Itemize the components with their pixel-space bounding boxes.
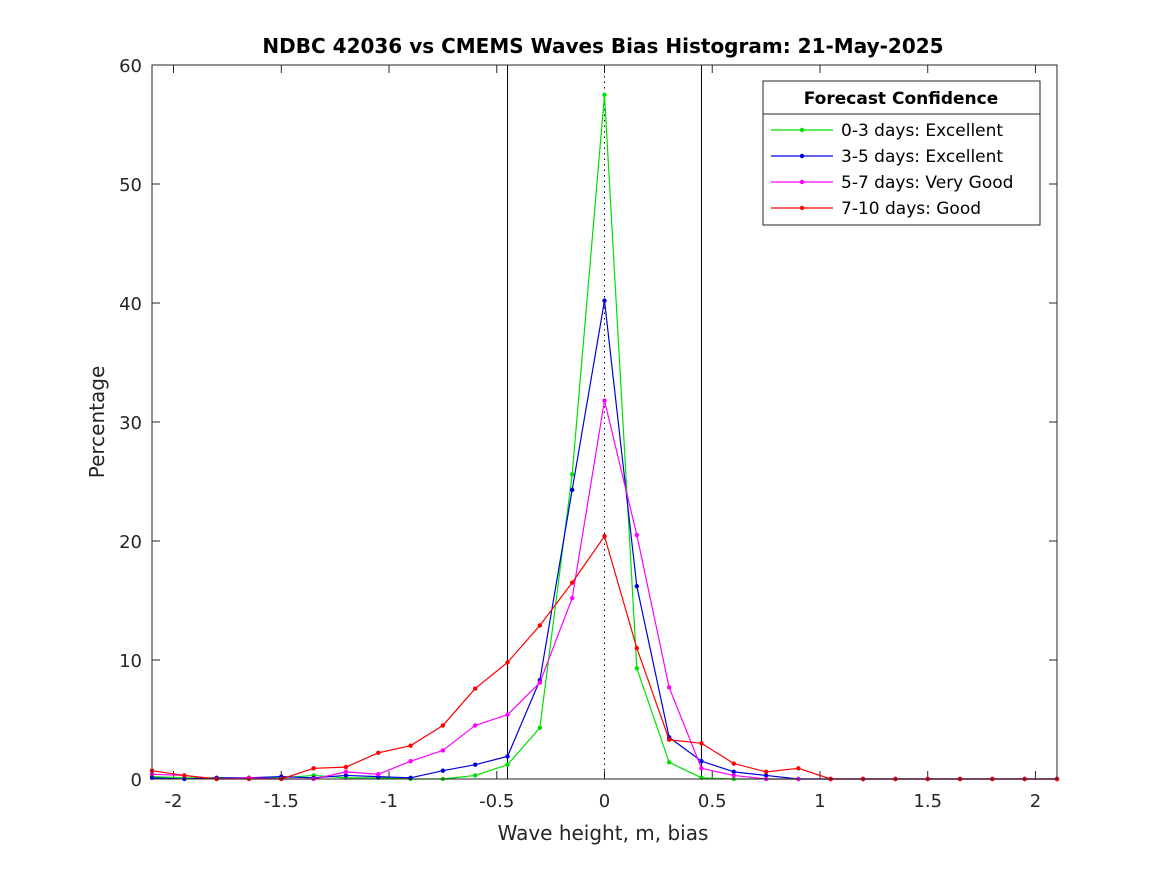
- data-point: [376, 750, 381, 756]
- data-point: [505, 712, 510, 717]
- data-point: [473, 723, 478, 728]
- y-tick-label: 30: [119, 413, 142, 434]
- data-point: [440, 723, 446, 728]
- data-point: [537, 623, 543, 628]
- x-axis-label: Wave height, m, bias: [498, 821, 709, 845]
- data-point: [763, 773, 769, 778]
- plot-frame: [151, 64, 1058, 780]
- x-tick-label: -1.5: [264, 791, 299, 812]
- data-point: [182, 773, 187, 778]
- data-point: [634, 666, 640, 671]
- data-point: [602, 534, 607, 539]
- data-point: [699, 741, 704, 746]
- data-point: [505, 762, 510, 767]
- data-point: [343, 773, 349, 778]
- data-point: [440, 748, 446, 753]
- legend-title: Forecast Confidence: [804, 89, 999, 109]
- data-point: [569, 472, 575, 477]
- x-tick-label: -2: [165, 791, 183, 812]
- data-point: [473, 762, 478, 767]
- data-point: [505, 754, 510, 759]
- x-tick-label: 0.5: [698, 791, 727, 812]
- data-point: [731, 773, 736, 778]
- legend-item: 5-7 days: Very Good: [771, 173, 1013, 193]
- data-point: [634, 532, 640, 538]
- legend-item: 0-3 days: Excellent: [771, 121, 1003, 141]
- data-point: [473, 773, 478, 778]
- legend: Forecast Confidence 0-3 days: Excellent 3…: [762, 80, 1041, 226]
- data-point: [602, 398, 607, 403]
- data-point: [440, 768, 446, 773]
- y-axis-label: Percentage: [85, 366, 109, 479]
- reference-lines: [507, 65, 702, 779]
- x-tick-label: 2: [1030, 791, 1041, 812]
- y-tick-label: 50: [119, 175, 142, 196]
- data-point: [311, 766, 316, 771]
- legend-label: 0-3 days: Excellent: [841, 121, 1003, 141]
- x-tick-label: 0: [599, 791, 610, 812]
- data-point: [796, 766, 801, 771]
- data-point: [569, 595, 575, 601]
- data-point: [343, 769, 349, 775]
- x-tick-label: -0.5: [479, 791, 514, 812]
- legend-item: 3-5 days: Excellent: [771, 147, 1003, 167]
- data-point: [537, 725, 543, 731]
- data-point: [602, 298, 607, 303]
- legend-label: 7-10 days: Good: [841, 199, 981, 219]
- data-point: [602, 92, 607, 97]
- data-point: [666, 685, 672, 690]
- data-point: [731, 761, 736, 766]
- legend-marker: [799, 153, 805, 159]
- data-point: [343, 764, 349, 770]
- data-point: [731, 769, 736, 775]
- legend-box: [762, 80, 1041, 226]
- legend-marker: [799, 127, 805, 133]
- x-tick-label: 1.5: [913, 791, 942, 812]
- data-point: [505, 660, 510, 665]
- x-tick-label: -1: [380, 791, 398, 812]
- data-point: [763, 769, 769, 775]
- data-point: [569, 487, 575, 493]
- x-tick-label: 1: [814, 791, 825, 812]
- data-point: [666, 737, 672, 742]
- data-point: [699, 758, 704, 764]
- data-point: [666, 760, 672, 765]
- data-point: [408, 743, 413, 748]
- legend-label: 5-7 days: Very Good: [841, 173, 1013, 193]
- y-tick-label: 10: [119, 651, 142, 672]
- y-tick-label: 0: [131, 770, 142, 791]
- legend-marker: [799, 179, 805, 185]
- data-point: [473, 686, 478, 691]
- data-point: [537, 680, 543, 685]
- y-tick-label: 20: [119, 532, 142, 553]
- y-tick-label: 60: [119, 56, 142, 77]
- y-tick-label: 40: [119, 294, 142, 315]
- legend-marker: [799, 205, 805, 211]
- data-point: [376, 772, 381, 777]
- data-point: [569, 580, 575, 585]
- data-point: [408, 758, 413, 764]
- data-point: [634, 584, 640, 589]
- data-point: [634, 645, 640, 651]
- chart-title: NDBC 42036 vs CMEMS Waves Bias Histogram…: [262, 34, 943, 58]
- data-point: [699, 766, 704, 771]
- legend-label: 3-5 days: Excellent: [841, 147, 1003, 167]
- legend-item: 7-10 days: Good: [771, 199, 981, 219]
